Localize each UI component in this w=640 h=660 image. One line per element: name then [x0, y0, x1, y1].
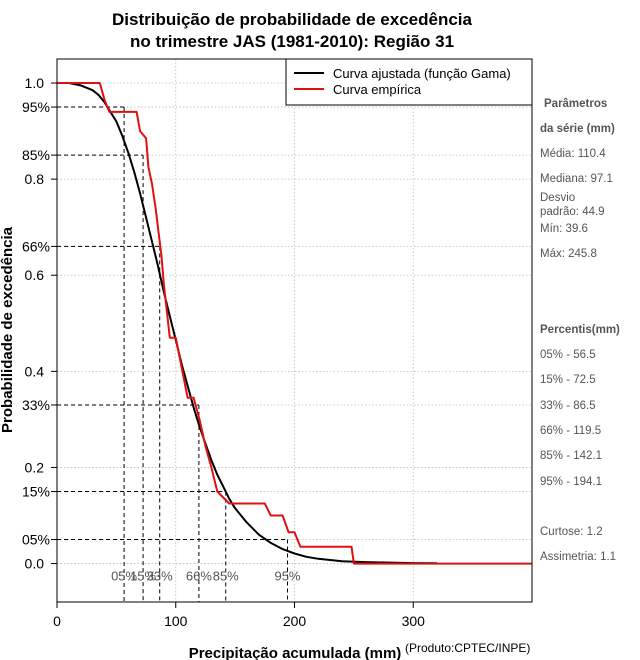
y-pct-label: 95%	[22, 99, 50, 115]
percentile-95: 95% - 194.1	[540, 476, 602, 488]
stat-max: Máx: 245.8	[540, 248, 597, 260]
empirical-curve	[57, 82, 532, 565]
percentile-15: 15% - 72.5	[540, 374, 596, 386]
series	[57, 82, 532, 565]
percentile-05: 05% - 56.5	[540, 349, 596, 361]
percentile-x-label: 05%	[111, 568, 137, 583]
legend-box	[285, 58, 533, 106]
y-pct-label: 33%	[22, 397, 50, 413]
x-axis-label: Precipitação acumulada (mm)	[189, 645, 402, 660]
percentile-66: 66% - 119.5	[540, 425, 601, 437]
stat-desvio-value: padrão: 44.9	[540, 206, 605, 218]
params-heading: Parâmetros	[544, 98, 607, 110]
y-tick-label: 1.0	[25, 75, 45, 91]
percentile-x-label: 66%	[186, 568, 212, 583]
y-tick-label: 0.0	[25, 556, 45, 572]
params-subheading: da série (mm)	[540, 123, 615, 135]
y-tick-label: 0.6	[25, 267, 45, 283]
y-pct-label: 05%	[22, 532, 50, 548]
percentile-x-label: 33%	[147, 568, 173, 583]
axes: 0 100 200 3000.00.20.40.60.81.005%15%33%66%…	[22, 75, 425, 629]
percentile-x-label: 95%	[274, 568, 300, 583]
y-tick-label: 0.4	[25, 363, 45, 379]
x-tick-label: 100	[164, 613, 188, 629]
y-pct-label: 85%	[22, 147, 50, 163]
percentile-guides: 05%15%33% 66% 85% 95%	[57, 106, 301, 602]
x-tick-label: 0	[53, 613, 61, 629]
stat-desvio-label: Desvio	[540, 192, 575, 204]
y-tick-label: 0.8	[25, 171, 45, 187]
percentile-33: 33% - 86.5	[540, 400, 596, 412]
percentis-heading: Percentis(mm)	[540, 324, 620, 336]
y-tick-label: 0.2	[25, 459, 45, 475]
x-tick-label: 200	[283, 613, 307, 629]
credit-text: (Produto:CPTEC/INPE)	[405, 641, 530, 655]
percentile-x-label: 15%	[130, 568, 156, 583]
fitted-gamma-curve	[57, 82, 438, 565]
stat-mediana: Mediana: 97.1	[540, 173, 613, 185]
percentile-85: 85% - 142.1	[540, 450, 602, 462]
stat-assimetria: Assimetria: 1.1	[540, 551, 616, 563]
stat-media: Média: 110.4	[540, 148, 606, 160]
x-tick-label: 300	[402, 613, 426, 629]
legend-label-fitted: Curva ajustada (função Gama)	[333, 66, 511, 81]
chart-title-line2: no trimestre JAS (1981-2010): Região 31	[130, 32, 454, 51]
legend-label-empirical: Curva empírica	[333, 82, 422, 97]
stats-panel: Parâmetros da série (mm) Média: 110.4 Me…	[540, 98, 620, 563]
y-axis-label: Probabilidade de excedência	[0, 226, 16, 433]
stat-min: Mín: 39.6	[540, 223, 588, 235]
stat-curtose: Curtose: 1.2	[540, 526, 603, 538]
grid	[56, 59, 532, 602]
y-pct-label: 15%	[22, 483, 50, 499]
legend: Curva ajustada (função Gama) Curva empír…	[285, 58, 533, 106]
chart-title-line1: Distribuição de probabilidade de excedên…	[112, 10, 472, 29]
y-pct-label: 66%	[22, 238, 50, 254]
percentile-x-label: 85%	[213, 568, 239, 583]
